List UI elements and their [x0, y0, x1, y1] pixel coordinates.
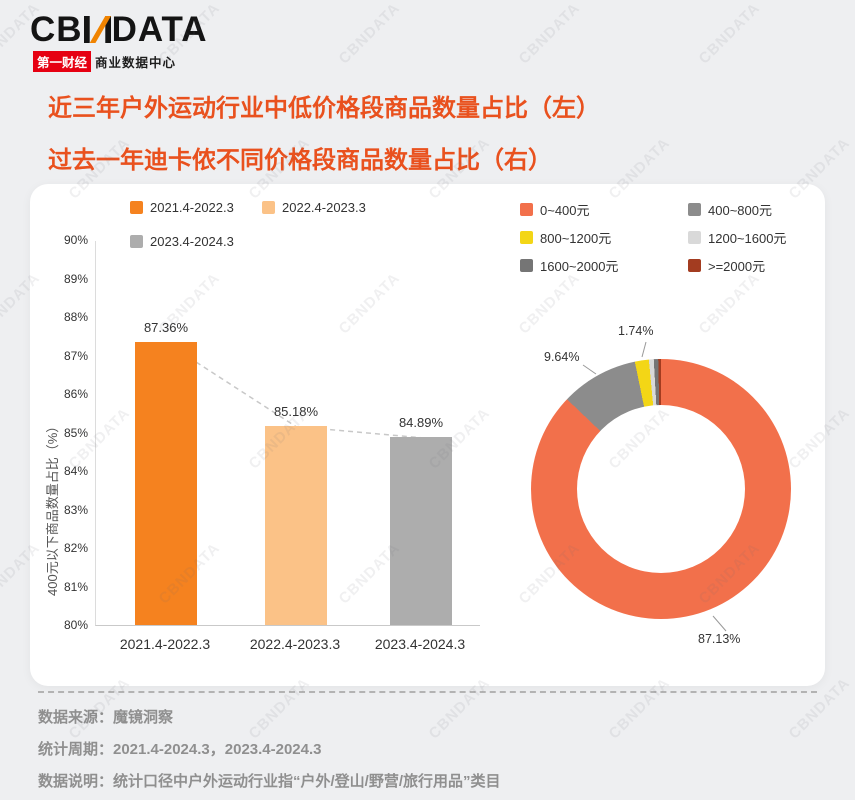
- cbndata-logo: CB DATA: [30, 10, 208, 50]
- donut-ring: [531, 359, 791, 619]
- pie-legend-swatch: [520, 259, 533, 272]
- xlabel: 2021.4-2022.3: [119, 636, 211, 652]
- pie-legend-item: 800~1200元: [520, 228, 611, 247]
- ytick: 81%: [63, 579, 88, 594]
- report-title-line2: 过去一年迪卡侬不同价格段商品数量占比（右）: [48, 147, 552, 174]
- logo-cb-text: CB: [30, 10, 83, 49]
- pie-legend-swatch: [688, 203, 701, 216]
- footer-period: 统计周期：2021.4-2024.3，2023.4-2024.3: [38, 741, 322, 758]
- bar-legend-swatch: [130, 201, 143, 214]
- pie-label-800-1200: 1.74%: [618, 324, 654, 338]
- pie-legend-label: >=2000元: [708, 259, 766, 274]
- pie-legend-label: 0~400元: [540, 203, 590, 218]
- y-axis-ticks: 90% 89% 88% 87% 86% 85% 84% 83% 82% 81% …: [40, 233, 88, 632]
- watermark: CBNDATA: [515, 0, 584, 68]
- pie-legend-label: 800~1200元: [540, 231, 612, 246]
- logo-data-text: DATA: [111, 10, 208, 49]
- bar-value-label: 87.36%: [143, 319, 189, 335]
- ytick: 87%: [63, 348, 88, 363]
- bar: [265, 425, 327, 625]
- pie-legend-swatch: [520, 203, 533, 216]
- bar-legend-label: 2023.4-2024.3: [150, 234, 234, 249]
- bar-legend-item: 2021.4-2022.3: [130, 200, 234, 215]
- footer-note: 数据说明：统计口径中户外运动行业指“户外/登山/野营/旅行用品”类目: [38, 773, 501, 790]
- pie-label-400-800: 9.64%: [544, 350, 580, 364]
- ytick: 84%: [63, 464, 88, 478]
- logo-n-icon: [83, 15, 111, 43]
- bar: [390, 436, 452, 625]
- bar-legend-swatch: [262, 201, 275, 214]
- watermark: CBNDATA: [695, 0, 764, 68]
- pie-legend-swatch: [520, 231, 533, 244]
- ytick: 86%: [63, 387, 88, 401]
- pie-legend-swatch: [688, 231, 701, 244]
- logo-tagline: 第一财经 商业数据中心: [33, 51, 176, 72]
- pie-legend-item: 400~800元: [688, 200, 772, 219]
- xlabel: 2023.4-2024.3: [374, 636, 466, 652]
- xlabel: 2022.4-2023.3: [249, 636, 341, 652]
- donut-hole: [577, 405, 745, 573]
- ytick: 82%: [63, 541, 88, 555]
- pie-legend-item: >=2000元: [688, 256, 765, 275]
- y-axis-title: 400元以下商品数量占比（%）: [45, 419, 60, 596]
- tagline-red-box: 第一财经: [33, 51, 92, 72]
- bar-plot-area: 87.36% 85.18% 84.89%: [95, 241, 480, 626]
- pie-label-0-400: 87.13%: [698, 632, 741, 646]
- bar-legend-swatch: [130, 235, 143, 248]
- pie-legend-item: 1600~2000元: [520, 256, 618, 275]
- pie-legend-label: 1600~2000元: [540, 259, 619, 274]
- pie-legend-item: 0~400元: [520, 200, 590, 219]
- pie-legend-label: 1200~1600元: [708, 231, 787, 246]
- dashed-separator: [38, 691, 817, 693]
- pie-legend-swatch: [688, 259, 701, 272]
- footer-source: 数据来源：魔镜洞察: [38, 709, 174, 726]
- ytick: 80%: [63, 618, 88, 632]
- ytick: 85%: [63, 425, 88, 440]
- x-axis-labels: 2021.4-2022.3 2022.4-2023.3 2023.4-2024.…: [95, 636, 480, 656]
- bar: [135, 341, 197, 625]
- bar-legend-item: 2023.4-2024.3: [130, 234, 234, 249]
- report-title-line1: 近三年户外运动行业中低价格段商品数量占比（左）: [48, 95, 600, 122]
- bar-legend-label: 2022.4-2023.3: [282, 200, 366, 215]
- chart-card: 2021.4-2022.3 2022.4-2023.3 2023.4-2024.…: [30, 184, 825, 686]
- ytick: 88%: [63, 310, 88, 324]
- bar-legend-label: 2021.4-2022.3: [150, 200, 234, 215]
- tagline-text: 商业数据中心: [95, 56, 177, 70]
- bar-value-label: 84.89%: [398, 414, 444, 430]
- ytick: 83%: [63, 502, 88, 517]
- ytick: 89%: [63, 271, 88, 286]
- pie-legend-item: 1200~1600元: [688, 228, 786, 247]
- pie-legend-label: 400~800元: [708, 203, 772, 218]
- watermark: CBNDATA: [335, 0, 404, 68]
- bar-value-label: 85.18%: [273, 403, 319, 419]
- bar-legend-item: 2022.4-2023.3: [262, 200, 366, 215]
- ytick: 90%: [63, 233, 88, 247]
